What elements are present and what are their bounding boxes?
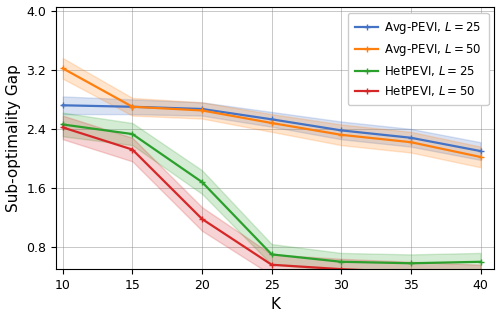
Avg-PEVI, $L = 50$ — [199, 108, 205, 112]
HetPEVI, $L = 25$ — [199, 180, 205, 184]
HetPEVI, $L = 50$ — [408, 270, 414, 274]
Avg-PEVI, $L = 50$ — [268, 121, 274, 125]
HetPEVI, $L = 25$ — [408, 261, 414, 265]
X-axis label: K: K — [270, 297, 280, 313]
Line: HetPEVI, $L = 25$: HetPEVI, $L = 25$ — [60, 121, 484, 267]
Avg-PEVI, $L = 50$ — [60, 66, 66, 70]
Line: HetPEVI, $L = 50$: HetPEVI, $L = 50$ — [60, 124, 484, 279]
Avg-PEVI, $L = 50$ — [130, 105, 136, 109]
Avg-PEVI, $L = 25$ — [60, 103, 66, 107]
Avg-PEVI, $L = 25$ — [408, 136, 414, 140]
Legend: Avg-PEVI, $L = 25$, Avg-PEVI, $L = 50$, HetPEVI, $L = 25$, HetPEVI, $L = 50$: Avg-PEVI, $L = 25$, Avg-PEVI, $L = 50$, … — [348, 13, 488, 105]
HetPEVI, $L = 25$ — [338, 260, 344, 264]
Avg-PEVI, $L = 25$ — [478, 149, 484, 153]
HetPEVI, $L = 25$ — [60, 122, 66, 126]
HetPEVI, $L = 50$ — [199, 217, 205, 221]
Line: Avg-PEVI, $L = 50$: Avg-PEVI, $L = 50$ — [60, 65, 484, 161]
Avg-PEVI, $L = 25$ — [199, 107, 205, 111]
HetPEVI, $L = 25$ — [130, 132, 136, 136]
HetPEVI, $L = 50$ — [268, 263, 274, 267]
Y-axis label: Sub-optimality Gap: Sub-optimality Gap — [6, 64, 20, 212]
HetPEVI, $L = 50$ — [478, 273, 484, 277]
HetPEVI, $L = 25$ — [268, 252, 274, 256]
HetPEVI, $L = 25$ — [478, 260, 484, 264]
Avg-PEVI, $L = 50$ — [408, 140, 414, 144]
Line: Avg-PEVI, $L = 25$: Avg-PEVI, $L = 25$ — [60, 102, 484, 155]
HetPEVI, $L = 50$ — [60, 126, 66, 129]
Avg-PEVI, $L = 25$ — [268, 117, 274, 121]
Avg-PEVI, $L = 50$ — [478, 155, 484, 159]
Avg-PEVI, $L = 25$ — [130, 105, 136, 109]
HetPEVI, $L = 50$ — [338, 267, 344, 271]
Avg-PEVI, $L = 50$ — [338, 133, 344, 137]
Avg-PEVI, $L = 25$ — [338, 128, 344, 132]
HetPEVI, $L = 50$ — [130, 148, 136, 151]
